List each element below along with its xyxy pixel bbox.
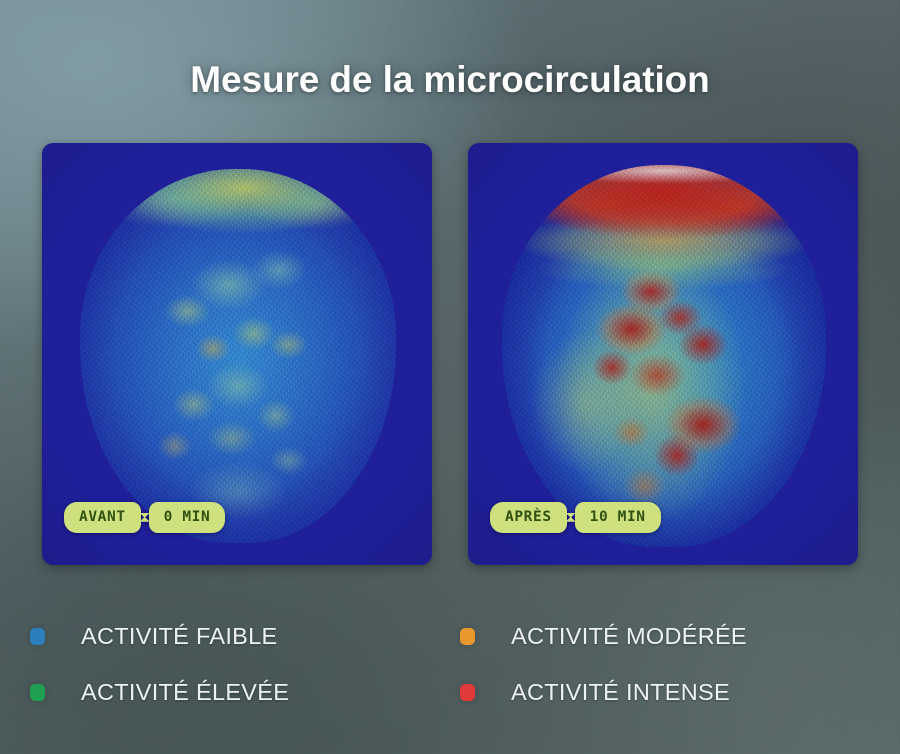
pill-connector-icon xyxy=(565,512,576,522)
legend-item-faible: ACTIVITÉ FAIBLE xyxy=(30,608,440,664)
stage-label-after: APRÈS 10 MIN xyxy=(490,501,661,533)
legend-item-moderee: ACTIVITÉ MODÉRÉE xyxy=(460,608,870,664)
stage-time-pill: 10 MIN xyxy=(574,501,661,533)
stage-name-pill: AVANT xyxy=(64,501,141,533)
legend-label-faible: ACTIVITÉ FAIBLE xyxy=(81,622,278,649)
pill-connector-icon xyxy=(139,512,150,522)
swatch-icon-moderee xyxy=(460,627,475,645)
stage-time-pill: 0 MIN xyxy=(148,501,226,533)
legend-item-elevee: ACTIVITÉ ÉLEVÉE xyxy=(30,664,440,720)
thermal-activity-layer xyxy=(80,169,396,543)
thermal-activity-layer xyxy=(502,165,826,547)
stage-label-before: AVANT 0 MIN xyxy=(64,501,226,533)
legend-label-moderee: ACTIVITÉ MODÉRÉE xyxy=(511,622,747,649)
scan-comparison-row: AVANT 0 MIN APRÈS 10 MIN xyxy=(42,143,858,565)
scan-panel-after[interactable]: APRÈS 10 MIN xyxy=(468,143,858,565)
scan-panel-before[interactable]: AVANT 0 MIN xyxy=(42,143,432,565)
swatch-icon-faible xyxy=(30,627,45,645)
page-title: Mesure de la microcirculation xyxy=(190,58,710,100)
thermal-head-map-after xyxy=(502,165,826,547)
legend-label-intense: ACTIVITÉ INTENSE xyxy=(511,678,730,705)
legend-item-intense: ACTIVITÉ INTENSE xyxy=(460,664,870,720)
swatch-icon-elevee xyxy=(30,683,45,701)
stage-name-pill: APRÈS xyxy=(490,501,567,533)
legend-label-elevee: ACTIVITÉ ÉLEVÉE xyxy=(81,678,290,705)
activity-legend: ACTIVITÉ FAIBLE ACTIVITÉ MODÉRÉE ACTIVIT… xyxy=(30,608,870,720)
swatch-icon-intense xyxy=(460,683,475,701)
thermal-head-map-before xyxy=(80,169,396,543)
